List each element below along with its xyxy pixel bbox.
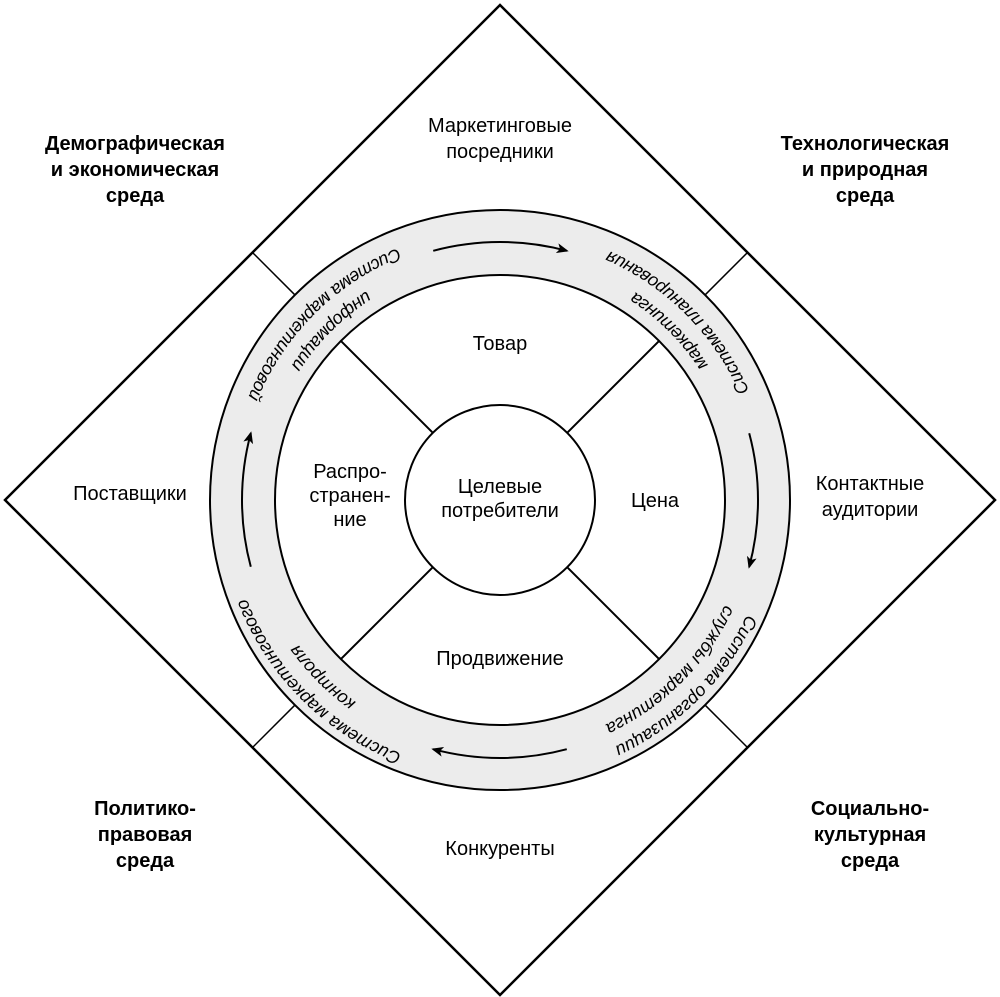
mix-label-left: Распро-странен-ние [309,461,390,531]
side-label-left: Поставщики [73,483,187,505]
side-label-right: Контактныеаудитории [816,473,925,521]
corner-label-bottom_left: Политико-правоваясреда [94,798,196,872]
side-label-top: Маркетинговыепосредники [428,115,572,163]
mix-divider [567,567,659,659]
diamond-separator [705,253,747,295]
mix-divider [341,567,433,659]
mix-divider [567,341,659,433]
mix-label-top: Товар [473,333,527,355]
corner-label-bottom_right: Социально-культурнаясреда [811,798,929,872]
diamond-separator [253,705,295,747]
corner-label-top_right: Технологическаяи природнаясреда [781,133,950,207]
mix-divider [341,341,433,433]
mix-label-right: Цена [631,490,680,512]
diamond-separator [253,253,295,295]
diamond-separator [705,705,747,747]
marketing-environment-diagram: Демографическаяи экономическаясреда Техно… [0,0,1000,997]
side-label-bottom: Конкуренты [445,838,554,860]
mix-label-bottom: Продвижение [436,648,564,670]
corner-label-top_left: Демографическаяи экономическаясреда [45,133,225,207]
